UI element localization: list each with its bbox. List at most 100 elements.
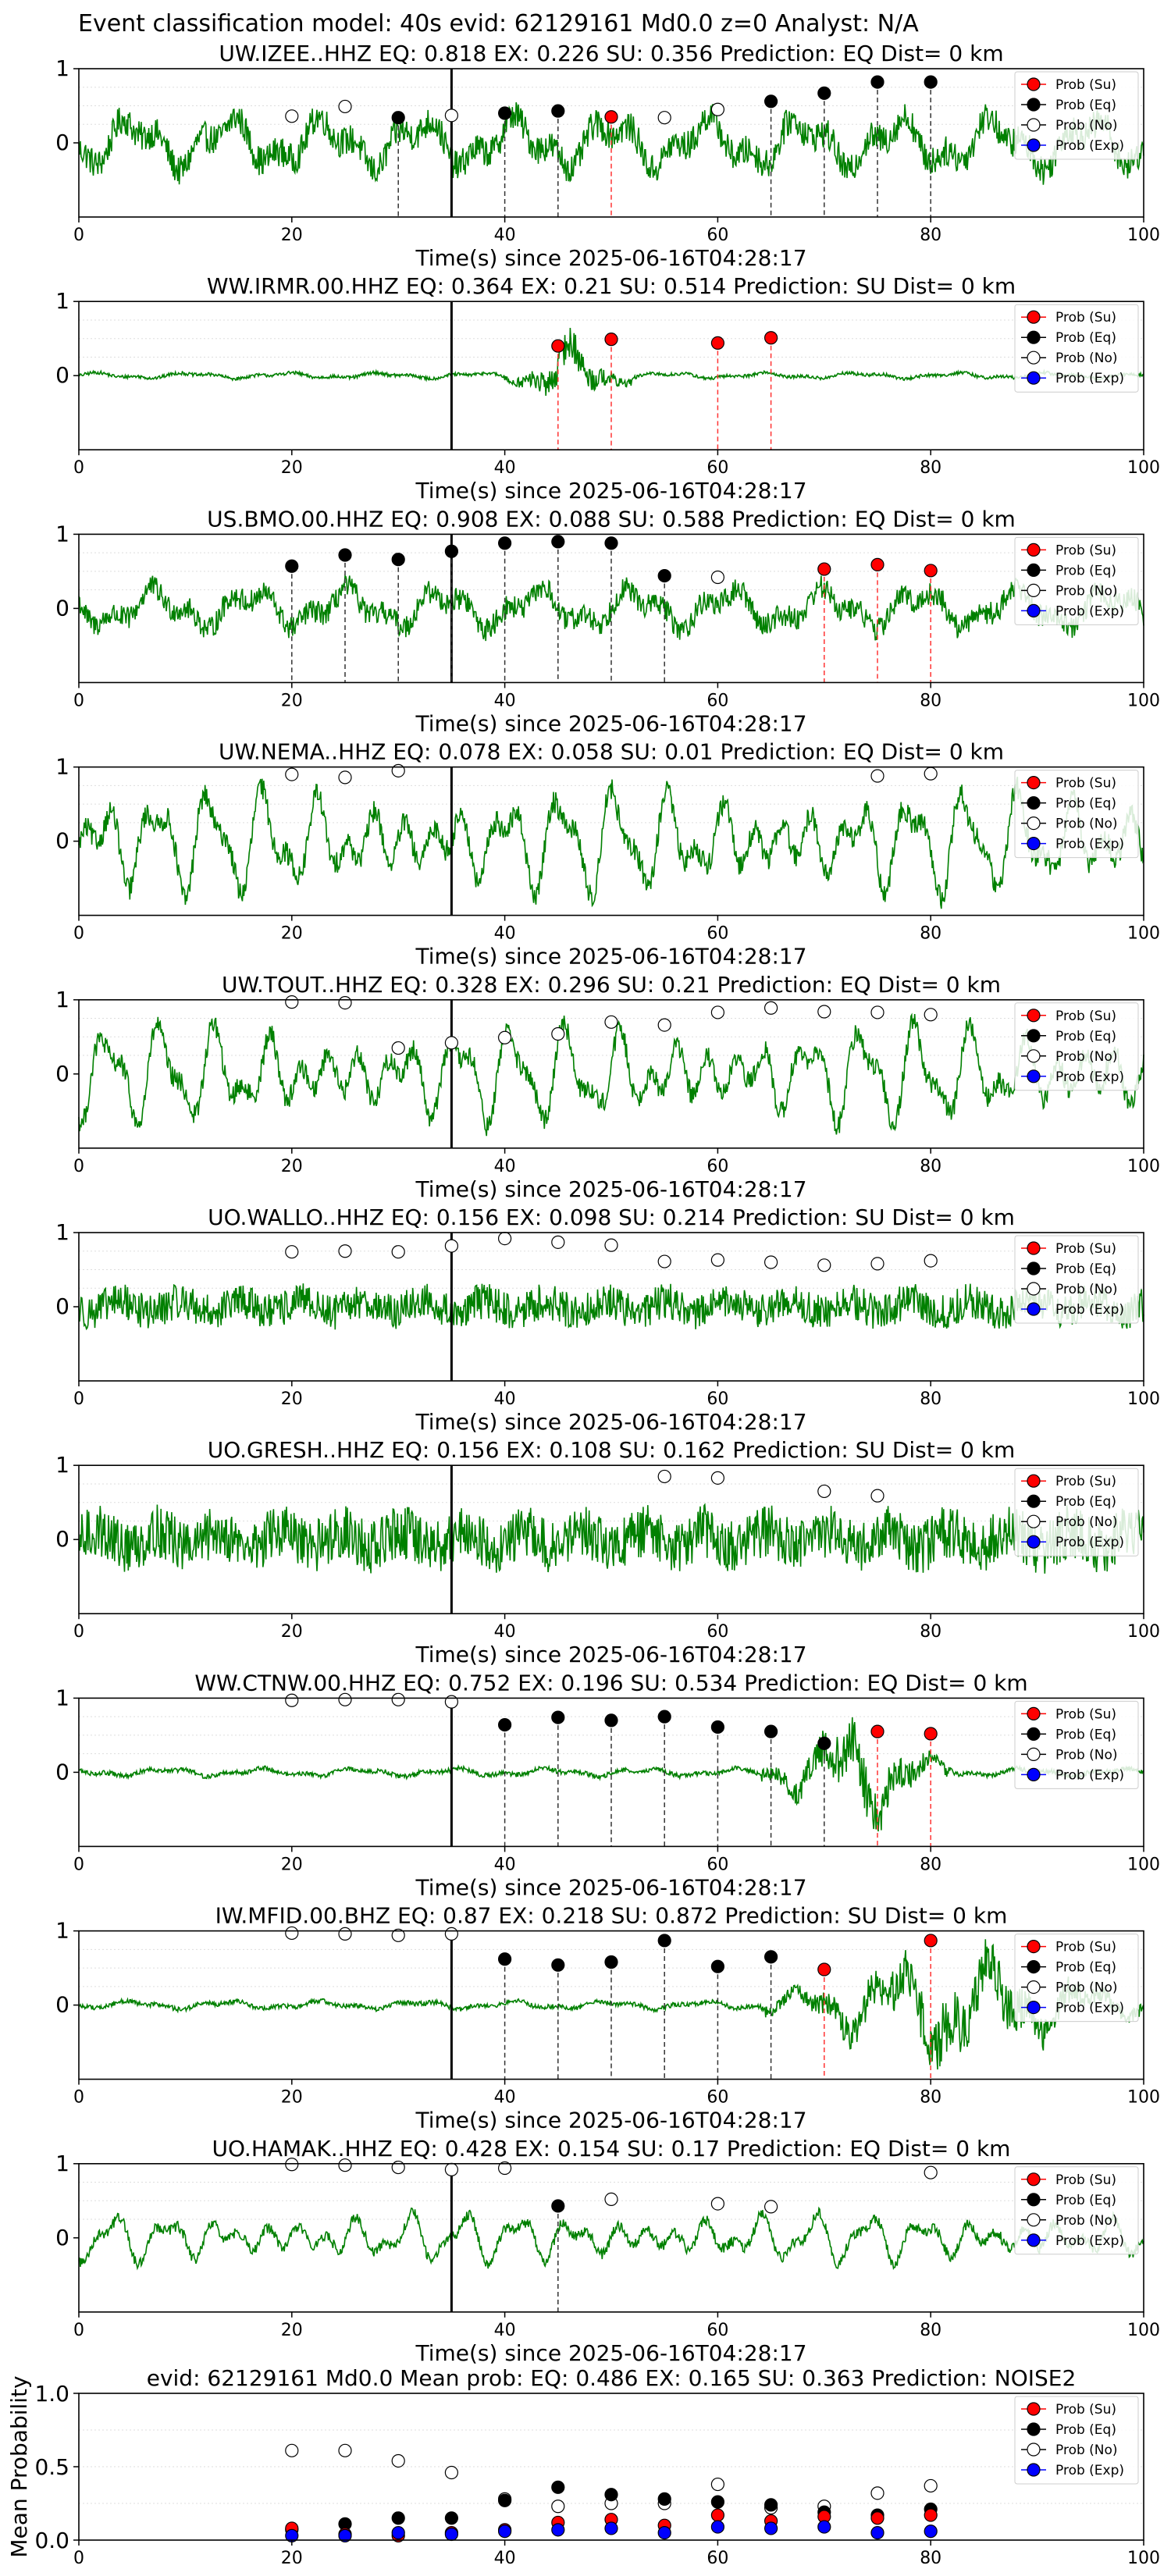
chart3-ytick-label: 0	[55, 828, 69, 854]
chart5-legend-frame	[1014, 1235, 1139, 1324]
chart0-xtick-label: 20	[281, 226, 303, 245]
chart6-legend-label-su: Prob (Su)	[1055, 1474, 1116, 1489]
chart8-prob-point-eq	[763, 1950, 778, 1964]
chart10-mean-point-no	[710, 2477, 725, 2492]
chart4-xtick-label: 40	[494, 1157, 516, 1176]
chart8-legend-label-exp: Prob (Exp)	[1055, 2001, 1124, 2016]
chart1-legend-marker-eq	[1027, 330, 1041, 344]
chart2-xtick-label: 40	[494, 691, 516, 710]
chart4-waveform	[78, 1012, 1144, 1137]
chart1-legend-label-no: Prob (No)	[1055, 350, 1118, 366]
chart2-prob-point-eq	[551, 535, 565, 549]
chart6-xtick-label: 0	[73, 1622, 84, 1642]
chart9-xtick-label: 60	[707, 2321, 728, 2340]
chart4-xtick-label: 60	[707, 1157, 728, 1176]
chart9-prob-point-no	[710, 2197, 725, 2211]
chart3-legend-marker-su	[1027, 775, 1041, 790]
chart8-prob-point-no	[391, 1928, 405, 1942]
chart8-prob-point-eq	[657, 1934, 671, 1948]
chart4-prob-point-no	[391, 1041, 405, 1055]
chart9-legend-label-su: Prob (Su)	[1055, 2172, 1116, 2188]
chart0-legend-label-no: Prob (No)	[1055, 118, 1118, 133]
chart5-ytick-label: 0	[55, 1293, 69, 1319]
chart8-xtick-label: 0	[73, 2088, 84, 2108]
chart8-xtick-label: 20	[281, 2088, 303, 2108]
chart0-title: UW.IZEE..HHZ EQ: 0.818 EX: 0.226 SU: 0.3…	[219, 41, 1003, 66]
chart9-prob-point-no	[338, 2158, 352, 2172]
chart1-xtick-label: 100	[1127, 458, 1160, 478]
chart1-legend-marker-no	[1027, 350, 1041, 365]
chart4-prob-point-no	[444, 1036, 459, 1050]
chart0-legend-marker-no	[1027, 118, 1041, 132]
chart1-legend-label-eq: Prob (Eq)	[1055, 330, 1116, 346]
chart3-xtick-label: 100	[1127, 924, 1160, 944]
chart7-prob-point-no	[444, 1695, 459, 1709]
chart10-mean-point-exp	[817, 2520, 831, 2534]
chart10-xtick-label: 0	[73, 2549, 84, 2568]
chart10-mean-point-no	[285, 2443, 299, 2457]
chart2-legend-label-su: Prob (Su)	[1055, 543, 1116, 558]
chart5-prob-point-no	[763, 1255, 778, 1269]
chart0-prob-point-eq	[924, 75, 938, 89]
chart0-legend-marker-eq	[1027, 98, 1041, 112]
chart0-legend-label-eq: Prob (Eq)	[1055, 98, 1116, 113]
chart6-prob-point-no	[657, 1469, 671, 1484]
chart2-prob-point-eq	[391, 553, 405, 567]
chart2-xtick-label: 60	[707, 691, 728, 710]
chart4-legend-label-no: Prob (No)	[1055, 1049, 1118, 1065]
chart2-prob-point-su	[870, 557, 884, 571]
chart0-prob-point-eq	[817, 86, 831, 100]
chart0-ytick-label: 0	[55, 130, 69, 155]
chart4-xtick-label: 0	[73, 1157, 84, 1176]
chart5-xtick-label: 0	[73, 1389, 84, 1409]
chart0-legend-label-su: Prob (Su)	[1055, 77, 1116, 93]
chart10-legend-marker-exp	[1027, 2463, 1041, 2477]
chart4-prob-point-no	[763, 1001, 778, 1015]
chart1-title: WW.IRMR.00.HHZ EQ: 0.364 EX: 0.21 SU: 0.…	[207, 273, 1016, 299]
chart5-legend-label-no: Prob (No)	[1055, 1282, 1118, 1297]
chart10-legend-marker-no	[1027, 2443, 1041, 2457]
chart10-mean-point-eq	[604, 2488, 618, 2502]
chart8-prob-point-eq	[497, 1952, 512, 1966]
chart8-legend-marker-eq	[1027, 1960, 1041, 1974]
chart2-xtick-label: 0	[73, 691, 84, 710]
chart8-xtick-label: 60	[707, 2088, 728, 2108]
chart2-prob-point-su	[817, 562, 831, 576]
chart7-waveform	[78, 1717, 1144, 1832]
chart10-legend-label-eq: Prob (Eq)	[1055, 2422, 1116, 2438]
chart2-prob-point-eq	[497, 536, 512, 550]
chart1-legend-label-su: Prob (Su)	[1055, 310, 1116, 326]
chart3-waveform	[78, 776, 1144, 909]
chart2-ytick-label: 1	[55, 521, 69, 546]
chart0-prob-point-no	[657, 111, 671, 125]
chart9-prob-point-eq	[551, 2199, 565, 2213]
chart5-xtick-label: 20	[281, 1389, 303, 1409]
chart3-legend-marker-exp	[1027, 836, 1041, 851]
chart7-xtick-label: 60	[707, 1855, 728, 1874]
chart3-legend-marker-eq	[1027, 795, 1041, 810]
chart2-legend-label-no: Prob (No)	[1055, 583, 1118, 599]
chart10-xtick-label: 100	[1127, 2549, 1160, 2568]
chart8-xtick-label: 100	[1127, 2088, 1160, 2108]
chart9-xlabel: Time(s) since 2025-06-16T04:28:17	[415, 2340, 806, 2366]
chart4-prob-point-no	[710, 1005, 725, 1019]
chart0-prob-point-su	[604, 110, 618, 124]
chart0-xtick-label: 100	[1127, 226, 1160, 245]
chart3-xtick-label: 80	[920, 924, 941, 944]
chart8-legend-marker-su	[1027, 1940, 1041, 1954]
chart6-xtick-label: 80	[920, 1622, 941, 1642]
chart3-legend-marker-no	[1027, 816, 1041, 831]
chart8-prob-point-eq	[551, 1958, 565, 1972]
chart7-prob-point-su	[870, 1724, 884, 1738]
chart10-legend: Prob (Su) Prob (Eq) Prob (No) Prob (Exp)	[1014, 2396, 1139, 2485]
chart9-legend-label-eq: Prob (Eq)	[1055, 2193, 1116, 2208]
chart6-prob-point-no	[870, 1489, 884, 1503]
chart0-prob-point-no	[444, 109, 459, 123]
chart10-mean-point-su	[870, 2511, 884, 2525]
chart5-prob-point-no	[444, 1239, 459, 1253]
chart7-prob-point-eq	[763, 1724, 778, 1738]
chart8-legend-frame	[1014, 1934, 1139, 2023]
chart10-mean-point-exp	[710, 2520, 725, 2534]
chart5-legend-label-eq: Prob (Eq)	[1055, 1261, 1116, 1277]
